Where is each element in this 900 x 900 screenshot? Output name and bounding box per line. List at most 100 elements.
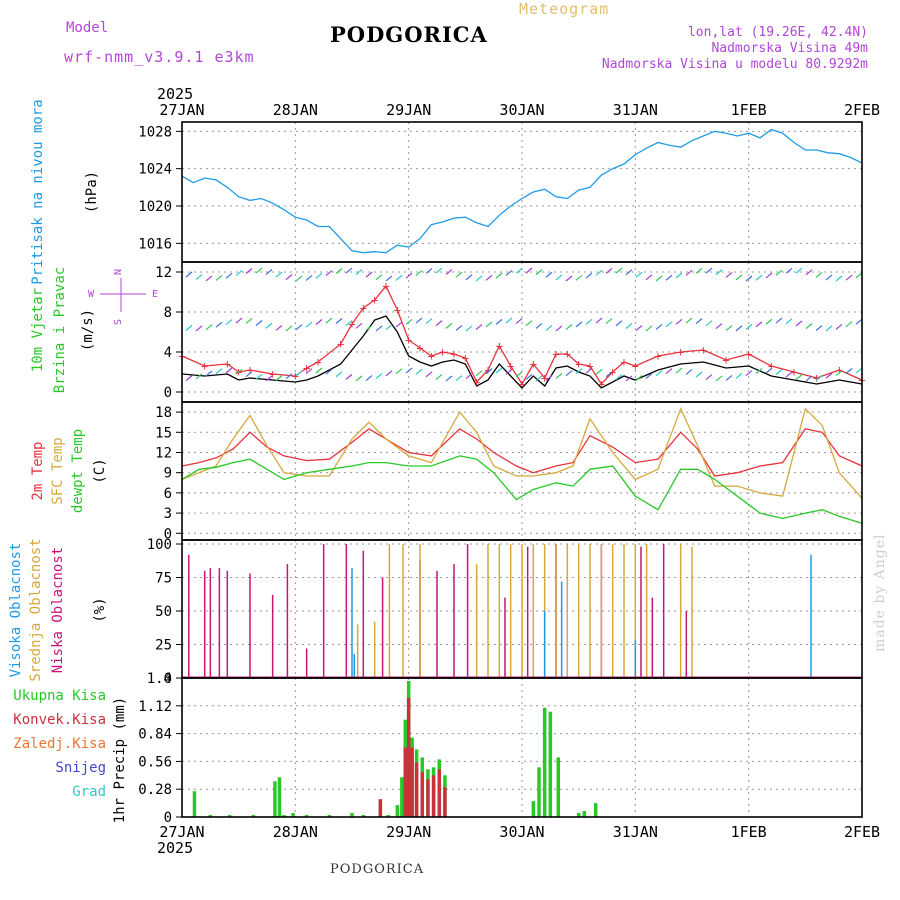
year-label-bottom: 2025 (157, 839, 193, 857)
y-tick-wind: 0 (164, 385, 172, 401)
wind-arrow (285, 274, 293, 281)
bar-ukupna-kisa (227, 815, 232, 817)
wind-arrow (525, 267, 533, 274)
y-tick-clouds: 75 (155, 571, 172, 587)
bar-niska (526, 546, 529, 678)
y-tick-temperature: 9 (164, 466, 172, 482)
gust-marker: + (564, 347, 571, 361)
bar-konvek-kisa (431, 775, 436, 817)
wind-arrow (585, 318, 593, 325)
wind-arrow (485, 321, 493, 328)
wind-arrow (585, 367, 593, 374)
wind-arrow (495, 367, 503, 374)
precip-legend-4: Grad (72, 784, 106, 800)
wind-arrow (705, 267, 713, 274)
wind-arrow (375, 274, 383, 281)
bar-srednja (419, 544, 421, 678)
bar-konvek-kisa (443, 787, 447, 817)
y-tick-precip: 0.84 (138, 727, 172, 743)
wind-arrow (665, 368, 673, 375)
wind-arrow (445, 375, 453, 382)
bar-niska (651, 597, 654, 678)
precip-legend-0: Ukupna Kisa (13, 688, 106, 704)
y-tick-wind: 4 (164, 345, 172, 361)
series-pritisak (181, 128, 863, 254)
bar-ukupna-kisa (400, 777, 404, 817)
bar-niska (286, 564, 289, 678)
x-tick-top-31JAN: 31JAN (613, 101, 658, 119)
wind-arrow (835, 323, 843, 330)
gust-marker: + (224, 357, 231, 371)
gust-marker: + (269, 367, 276, 381)
meteogram-label: Meteogram (519, 0, 610, 18)
wind-arrow (275, 271, 283, 278)
wind-arrow (735, 372, 743, 379)
wind-arrow (835, 275, 843, 282)
gust-marker: + (450, 347, 457, 361)
wind-arrow (635, 271, 643, 278)
bar-srednja (691, 546, 693, 678)
wind-arrow (405, 272, 413, 279)
wind-arrow (375, 373, 383, 380)
y-tick-wind: 8 (164, 305, 172, 321)
wind-arrow (765, 318, 773, 325)
wind-arrow (855, 318, 863, 325)
wind-arrow (645, 325, 653, 332)
wind-arrow (335, 318, 343, 324)
wind-arrow (555, 325, 563, 332)
gust-marker: + (496, 339, 503, 353)
wind-arrow (715, 269, 723, 276)
bar-niska (345, 544, 348, 678)
bar-srednja (679, 544, 682, 678)
compass-w: W (88, 289, 95, 300)
wind-arrow (795, 374, 803, 381)
model-version: wrf-nmm_v3.9.1 e3km (64, 48, 255, 66)
wind-arrow (815, 325, 823, 332)
y-tick-temperature: 15 (155, 425, 172, 441)
gust-marker: + (201, 359, 208, 373)
bar-srednja (623, 544, 625, 678)
bar-ukupna-kisa (548, 711, 553, 817)
wind-arrow (265, 269, 273, 275)
panel-frame (181, 677, 863, 818)
wind-arrow (215, 274, 223, 281)
wind-arrow (245, 318, 253, 324)
wind-arrow (605, 318, 613, 325)
bar-ukupna-kisa (304, 815, 309, 817)
ylabel-temp-title: 2m Temp (30, 441, 46, 500)
wind-arrow (765, 272, 773, 279)
wind-arrow (615, 374, 623, 380)
wind-arrow (465, 325, 473, 332)
wind-arrow (245, 268, 253, 274)
wind-arrow (665, 321, 673, 328)
wind-arrow (515, 267, 523, 274)
wind-arrow (275, 324, 283, 331)
wind-arrow (625, 269, 633, 276)
x-tick-top-1FEB: 1FEB (731, 101, 767, 119)
x-tick-bottom-31JAN: 31JAN (613, 823, 658, 841)
wind-arrow (195, 325, 203, 332)
wind-arrow (745, 275, 753, 282)
y-tick-pressure: 1028 (138, 124, 172, 140)
y-tick-temperature: 18 (155, 405, 172, 421)
wind-arrow (495, 318, 503, 325)
panel-precip: 0 0.28 0.56 0.84 1.12 1.4 (138, 671, 863, 826)
wind-arrow (195, 373, 203, 380)
bar-srednja (645, 544, 648, 678)
bar-niska (662, 544, 665, 678)
wind-arrow (225, 272, 233, 279)
bar-konvek-kisa (403, 747, 408, 817)
wind-arrow (845, 274, 853, 281)
series-2m-temp (181, 428, 863, 477)
bar-konvek-kisa (414, 762, 419, 817)
wind-arrow (775, 269, 783, 276)
bar-visoka (560, 581, 563, 678)
wind-arrow (475, 370, 483, 377)
bar-visoka (353, 653, 356, 678)
y-tick-wind: 12 (155, 265, 172, 281)
wind-arrow (365, 324, 373, 331)
wind-arrow (735, 325, 743, 332)
wind-arrow (545, 325, 553, 331)
wind-arrow (295, 275, 303, 282)
panel-frame (181, 121, 863, 263)
